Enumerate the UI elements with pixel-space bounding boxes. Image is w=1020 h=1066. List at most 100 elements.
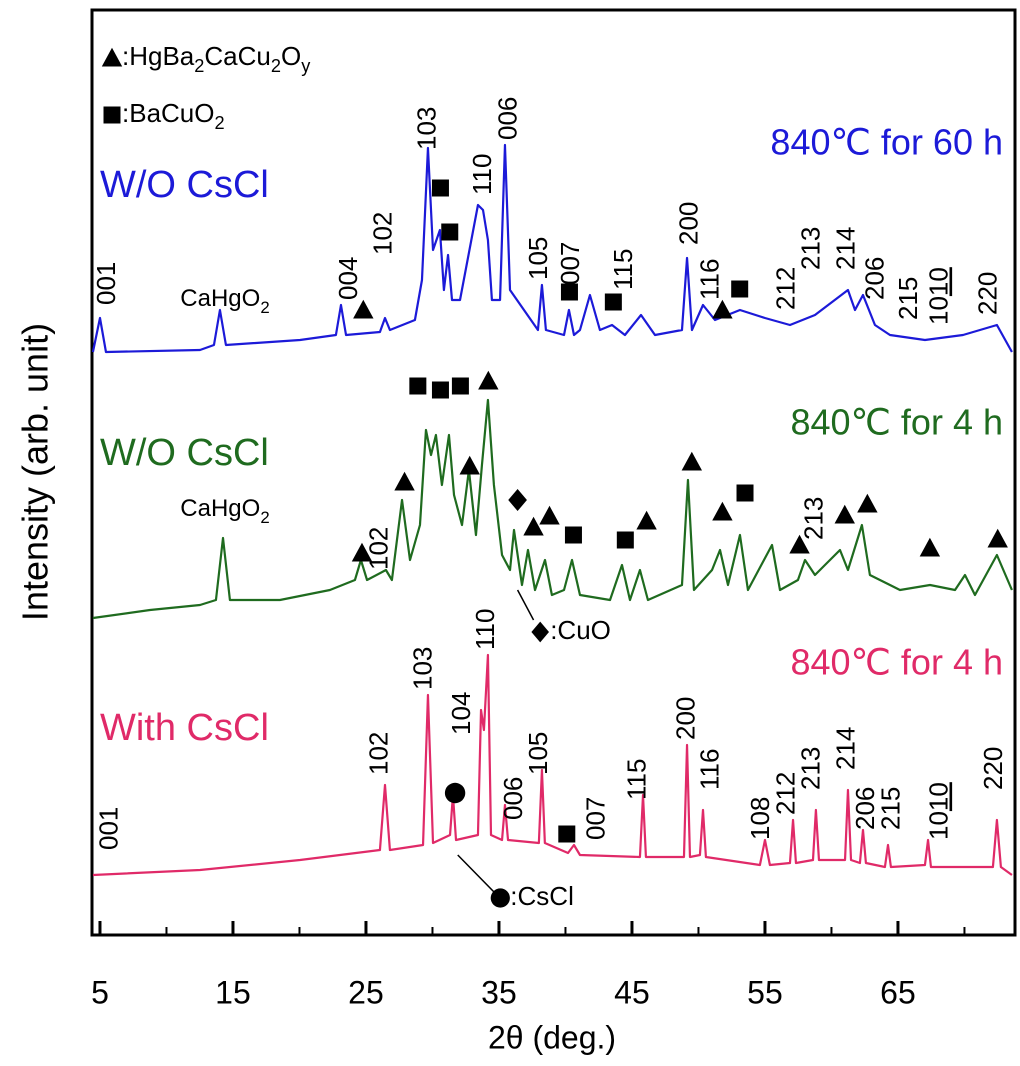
callout-label: :CsCl [510,881,574,911]
peak-label: 103 [407,647,437,690]
y-axis-label: Intensity (arb. unit) [15,323,56,621]
x-tick-label: 5 [91,974,109,1010]
phase-note: CaHgO2 [180,495,269,527]
peak-label: 215 [893,277,923,320]
x-tick-label: 45 [614,974,650,1010]
x-tick-label: 15 [215,974,251,1010]
phase-note: CaHgO2 [180,285,269,317]
peak-label: 214 [830,227,860,270]
text-part: 10 [923,296,953,325]
triangle-marker [789,534,810,554]
square-marker [736,484,754,502]
x-tick-label: 65 [880,974,916,1010]
peak-label: 116 [695,259,725,300]
text-part: CaHgO [180,285,260,312]
square-marker [431,179,449,197]
triangle-marker [459,455,480,475]
peak-label: 200 [671,697,701,740]
peak-label: 213 [796,747,826,790]
triangle-marker [987,528,1008,548]
peak-label: 213 [798,497,828,540]
peak-label: 104 [446,692,476,735]
peak-label: 212 [770,772,800,815]
series-name: W/O CsCl [100,164,269,206]
peak-label: 206 [860,257,890,300]
triangle-marker [478,370,499,390]
text-part: O [281,41,301,71]
text-part: 2 [271,56,281,76]
peak-label: 006 [498,777,528,820]
text-part: 2 [194,56,204,76]
triangle-marker [636,510,657,530]
xrd-line [91,143,1013,354]
triangle-marker [539,505,560,525]
diamond-marker [508,488,527,512]
triangle-marker [712,501,733,521]
peak-label: 102 [367,212,397,255]
peak-label: 214 [830,727,860,770]
peak-label: 004 [333,257,363,300]
triangle-marker [712,299,733,319]
peak-label: 006 [492,97,522,140]
x-tick-label: 25 [348,974,384,1010]
callout-label: :CuO [550,615,611,645]
peak-label: 102 [363,732,393,775]
peak-label: 007 [555,242,585,285]
diamond-marker [531,621,550,643]
series-name: With CsCl [100,707,269,749]
triangle-marker [857,493,878,513]
callout-line [516,589,535,621]
circle-marker [444,782,466,804]
text-part: 2 [260,508,269,527]
peak-label: 1010 [923,267,953,325]
legend-label: :HgBa2CaCu2Oy [122,41,311,76]
peak-label: 212 [770,267,800,310]
triangle-marker [681,451,703,471]
peak-label: 001 [93,807,123,850]
square-marker [451,377,469,395]
peak-label: 115 [621,759,651,800]
square-marker [731,280,749,298]
triangle-marker [351,542,373,562]
peak-label: 220 [973,272,1003,315]
x-tick-label: 55 [747,974,783,1010]
text-part: 10 [923,267,953,296]
triangle-marker [919,537,941,557]
peak-label: 105 [523,732,553,775]
text-part: CaCu [204,41,270,71]
xrd-line [92,398,1013,620]
peak-label: 206 [850,787,880,830]
peak-label: 115 [608,249,638,290]
peak-label: 108 [745,797,775,840]
x-tick-label: 35 [481,974,517,1010]
peak-label: 220 [978,747,1008,790]
peak-label: 215 [876,787,906,830]
peak-label: 110 [467,154,497,195]
peak-label: 102 [363,527,393,570]
peak-label: 1010 [923,782,953,840]
square-marker [560,283,578,301]
square-marker [616,531,634,549]
text-part: CaHgO [180,495,260,522]
plot-frame [90,8,1017,937]
peak-label: 007 [580,797,610,840]
text-part: 2 [260,298,269,317]
square-marker [441,223,459,241]
text-part: 10 [923,811,953,840]
callout-line [457,854,496,894]
text-part: :HgBa [122,41,195,71]
square-marker [558,825,576,843]
peak-label: 103 [411,107,441,150]
x-axis-label: 2θ (deg.) [488,1019,616,1055]
triangle-marker [353,299,374,319]
peak-label: 200 [673,202,703,245]
text-part: :BaCuO [122,98,215,128]
circle-marker [490,888,510,908]
square-marker [103,106,121,124]
square-marker [409,377,427,395]
text-part: 2 [215,113,225,133]
triangle-marker [834,504,855,524]
series-condition: 840℃ for 4 h [790,642,1003,683]
